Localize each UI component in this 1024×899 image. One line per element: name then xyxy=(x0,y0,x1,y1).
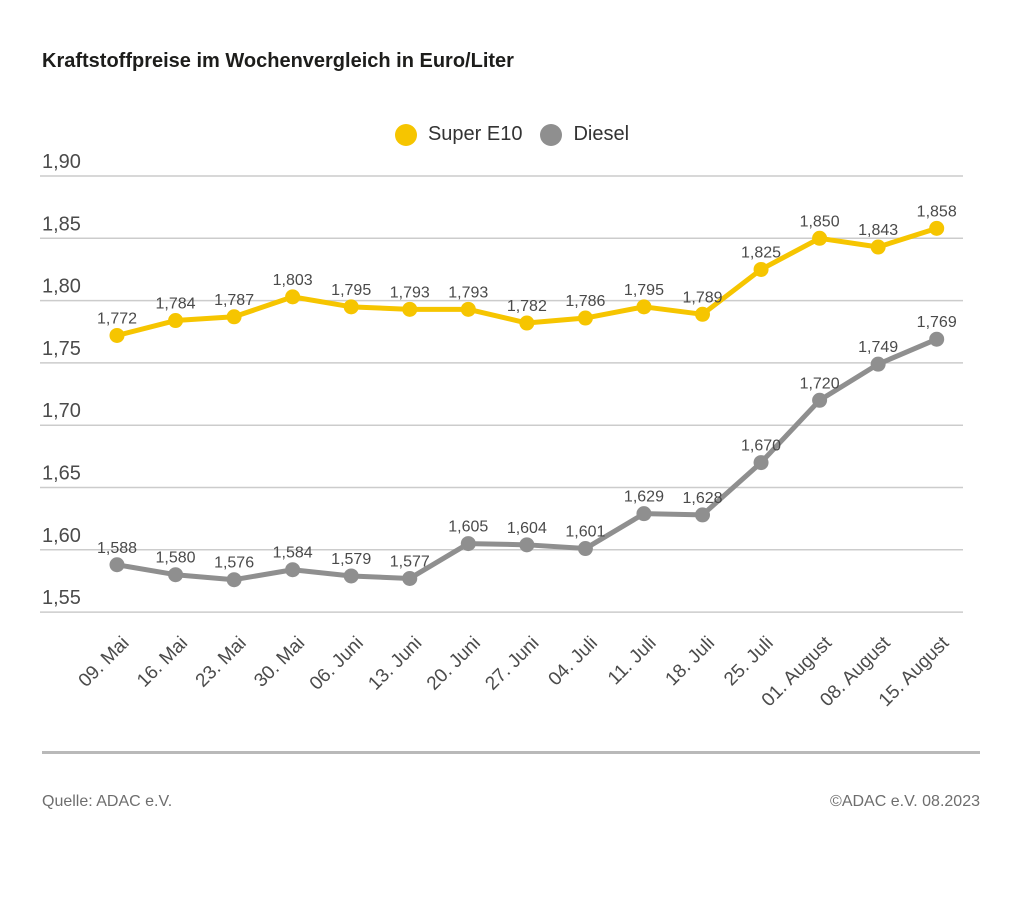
diesel-data-point xyxy=(402,570,418,586)
diesel-data-point-label: 1,601 xyxy=(565,524,605,541)
super-e10-data-point-label: 1,784 xyxy=(156,296,196,313)
diesel-data-point xyxy=(109,557,125,573)
diesel-data-point-label: 1,670 xyxy=(741,438,781,455)
diesel-data-point xyxy=(812,392,828,408)
y-tick-label: 1,80 xyxy=(42,276,81,298)
diesel-data-point xyxy=(285,562,301,578)
super-e10-data-point xyxy=(109,327,125,343)
diesel-data-point-label: 1,629 xyxy=(624,489,664,506)
y-tick-label: 1,60 xyxy=(42,525,81,547)
x-tick-label: 11. Juli xyxy=(604,633,660,689)
super-e10-data-point xyxy=(168,313,184,329)
diesel-data-point xyxy=(695,507,710,523)
super-e10-data-point xyxy=(812,230,828,246)
super-e10-data-point-label: 1,843 xyxy=(858,222,898,239)
super-e10-data-point xyxy=(870,239,886,255)
legend-item-super-e10: Super E10 xyxy=(394,123,523,146)
footer: Quelle: ADAC e.V. ©ADAC e.V. 08.2023 xyxy=(42,793,980,811)
diesel-data-point-label: 1,769 xyxy=(917,314,957,331)
x-tick-label: 04. Juli xyxy=(545,633,602,690)
super-e10-data-point xyxy=(226,309,242,325)
diesel-data-point xyxy=(636,506,652,522)
diesel-data-point xyxy=(870,356,886,372)
legend-label-super-e10: Super E10 xyxy=(427,123,523,145)
super-e10-data-point-label: 1,793 xyxy=(448,284,488,301)
super-e10-data-point-label: 1,850 xyxy=(800,213,840,230)
source-credit: Quelle: ADAC e.V. xyxy=(42,793,173,810)
super-e10-data-point-label: 1,795 xyxy=(331,282,371,299)
diesel-data-point-label: 1,604 xyxy=(507,520,547,537)
legend-label-diesel: Diesel xyxy=(573,123,630,145)
diesel-data-point-label: 1,628 xyxy=(682,490,722,507)
super-e10-data-point xyxy=(460,301,476,317)
super-e10-data-point xyxy=(929,220,945,236)
x-tick-label: 06. Juni xyxy=(306,633,368,695)
super-e10-data-point-label: 1,795 xyxy=(624,282,664,299)
super-e10-data-point xyxy=(577,310,593,326)
y-tick-label: 1,70 xyxy=(42,400,81,422)
super-e10-data-point-label: 1,772 xyxy=(97,310,137,327)
super-e10-data-point-label: 1,793 xyxy=(390,284,430,301)
x-tick-label: 13. Juni xyxy=(364,633,426,695)
legend: Super E10 Diesel xyxy=(0,123,1024,146)
x-tick-label: 20. Juni xyxy=(423,633,485,695)
super-e10-data-point-label: 1,858 xyxy=(917,203,957,220)
super-e10-data-point xyxy=(343,299,359,315)
diesel-data-point-label: 1,576 xyxy=(214,555,254,572)
x-tick-label: 25. Juli xyxy=(720,633,777,690)
x-tick-label: 27. Juni xyxy=(481,633,543,695)
y-tick-label: 1,85 xyxy=(42,213,81,235)
super-e10-data-point xyxy=(753,261,769,277)
x-tick-label: 16. Mai xyxy=(133,633,192,692)
diesel-data-point xyxy=(226,572,242,588)
diesel-data-point xyxy=(577,541,593,557)
x-tick-label: 30. Mai xyxy=(250,633,309,692)
x-tick-label: 18. Juli xyxy=(662,633,719,690)
x-tick-label: 23. Mai xyxy=(192,633,251,692)
y-tick-label: 1,75 xyxy=(42,338,81,360)
super-e10-data-point-label: 1,782 xyxy=(507,298,547,315)
diesel-data-point xyxy=(929,331,945,347)
diesel-data-point xyxy=(519,537,535,553)
copyright-notice: ©ADAC e.V. 08.2023 xyxy=(830,793,980,810)
super-e10-data-point xyxy=(636,299,652,315)
super-e10-data-point-label: 1,825 xyxy=(741,244,781,261)
diesel-data-point-label: 1,577 xyxy=(390,553,430,570)
diesel-data-point xyxy=(343,568,359,584)
super-e10-data-point-label: 1,789 xyxy=(682,289,722,306)
diesel-data-point-label: 1,720 xyxy=(800,375,840,392)
super-e10-data-point xyxy=(519,315,535,331)
super-e10-data-point xyxy=(402,301,418,317)
diesel-data-point xyxy=(168,567,184,583)
super-e10-data-point xyxy=(285,289,301,305)
legend-item-diesel: Diesel xyxy=(540,123,629,146)
super-e10-data-point xyxy=(695,306,710,322)
diesel-data-point-label: 1,579 xyxy=(331,551,371,568)
diesel-data-point-label: 1,588 xyxy=(97,540,137,557)
super-e10-data-point-label: 1,786 xyxy=(565,293,605,310)
x-tick-label: 09. Mai xyxy=(75,633,134,692)
diesel-data-point xyxy=(460,536,476,552)
diesel-data-point-label: 1,584 xyxy=(273,545,313,562)
footer-separator xyxy=(42,751,980,754)
super-e10-data-point-label: 1,787 xyxy=(214,292,254,309)
super-e10-dot-icon xyxy=(394,123,417,146)
diesel-data-point-label: 1,580 xyxy=(156,550,196,567)
super-e10-data-point-label: 1,803 xyxy=(273,272,313,289)
diesel-data-point-label: 1,605 xyxy=(448,519,488,536)
y-tick-label: 1,65 xyxy=(42,463,81,485)
diesel-dot-icon xyxy=(540,123,563,146)
chart-title: Kraftstoffpreise im Wochenvergleich in E… xyxy=(42,50,514,72)
y-tick-label: 1,55 xyxy=(42,587,81,609)
y-tick-label: 1,90 xyxy=(42,151,81,173)
diesel-data-point xyxy=(753,455,769,471)
diesel-data-point-label: 1,749 xyxy=(858,339,898,356)
